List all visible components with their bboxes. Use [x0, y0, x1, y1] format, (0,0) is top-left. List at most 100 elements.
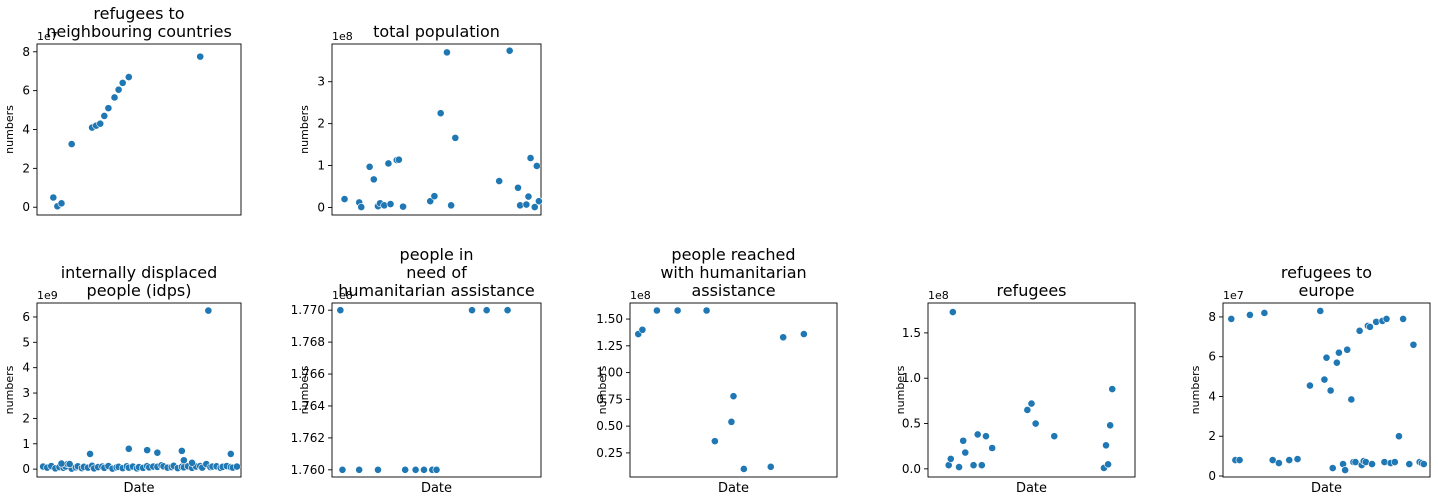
plot-frame [331, 302, 542, 478]
chart-title-line: neighbouring countries [46, 22, 232, 41]
data-point [374, 465, 382, 474]
data-point [955, 463, 963, 471]
data-point [1027, 399, 1036, 408]
data-point [1260, 309, 1269, 317]
chart-title-line: people reached [671, 245, 795, 264]
data-point [384, 159, 393, 168]
data-point [65, 460, 74, 468]
data-point [961, 448, 970, 457]
data-point [1108, 385, 1117, 393]
data-point [196, 52, 205, 61]
data-point [799, 330, 808, 338]
data-point [1320, 375, 1329, 384]
data-point [1343, 345, 1352, 354]
chart-title-line: people (idps) [87, 281, 192, 300]
data-point [503, 306, 512, 315]
axis-offset-label: 1e8 [332, 289, 353, 302]
y-axis-label: numbers [1189, 365, 1202, 414]
y-tick-label: 1 [22, 437, 30, 451]
y-tick-label: 8 [1208, 310, 1216, 324]
data-point [1031, 419, 1040, 428]
data-point [973, 430, 982, 439]
data-point [357, 203, 366, 211]
data-point [124, 444, 133, 453]
y-axis-label: numbers [3, 105, 16, 154]
y-tick-label: 2 [317, 117, 325, 131]
data-point [420, 465, 428, 474]
data-point [67, 140, 76, 148]
data-point [988, 444, 997, 452]
data-point [1235, 456, 1244, 464]
y-tick-label: 0 [317, 200, 325, 214]
data-point [143, 446, 152, 455]
data-point [673, 306, 682, 315]
data-point [188, 458, 196, 467]
data-point [959, 436, 968, 445]
chart-title-line: europe [1299, 281, 1355, 300]
data-point [526, 154, 535, 162]
data-point [535, 197, 543, 206]
axis-offset-label: 1e8 [928, 289, 949, 302]
data-point [114, 85, 123, 94]
data-point [1332, 358, 1341, 367]
data-point [1395, 432, 1403, 441]
y-tick-label: 0.75 [596, 392, 623, 406]
x-axis-label: Date [123, 481, 154, 496]
data-point [1050, 432, 1059, 441]
chart-title-line: refugees to [1281, 263, 1372, 282]
y-tick-label: 0.50 [596, 419, 623, 433]
data-point [365, 162, 374, 171]
data-point [522, 200, 531, 209]
data-point [468, 306, 476, 315]
data-point [1102, 441, 1110, 450]
chart-title-line: refugees [996, 281, 1066, 300]
data-point [386, 200, 395, 209]
y-tick-label: 6 [22, 84, 30, 98]
y-tick-label: 0.0 [902, 462, 921, 476]
data-point [104, 104, 113, 113]
y-tick-label: 0.5 [902, 417, 921, 431]
data-point [340, 195, 349, 203]
data-point [1023, 406, 1032, 414]
data-point [1104, 460, 1112, 469]
y-tick-label: 2 [22, 411, 30, 425]
axis-offset-label: 1e8 [332, 30, 353, 43]
data-point [977, 461, 986, 470]
data-point [702, 306, 711, 315]
y-axis-label: numbers [596, 365, 609, 414]
data-point [177, 446, 186, 455]
y-tick-label: 1.50 [596, 312, 623, 326]
data-point [336, 306, 345, 315]
data-point [766, 462, 775, 471]
data-point [49, 193, 58, 202]
data-point [432, 465, 441, 474]
data-point [100, 111, 109, 120]
data-point [495, 177, 504, 185]
y-tick-label: 1.0 [902, 371, 921, 385]
data-point [946, 454, 955, 463]
plot-frame [927, 302, 1136, 478]
data-point [1268, 456, 1277, 464]
plot-frame [629, 302, 838, 478]
data-point [1368, 460, 1376, 468]
chart-title-line: need of [406, 263, 467, 282]
scatter-panel-1: total population 1e8 0 1 2 3 numbers [298, 22, 543, 216]
data-point [226, 450, 235, 458]
data-point [1382, 315, 1391, 323]
y-tick-label: 1.764 [291, 399, 325, 413]
axis-offset-label: 1e9 [37, 289, 58, 302]
data-point [1405, 460, 1414, 468]
data-point [1293, 455, 1302, 464]
data-point [57, 459, 66, 468]
data-point [1351, 458, 1360, 466]
data-point [982, 432, 990, 441]
y-tick-label: 1.25 [596, 339, 623, 353]
data-point [524, 192, 533, 201]
y-tick-label: 5 [22, 335, 30, 349]
x-axis-label: Date [421, 481, 452, 496]
y-tick-label: 1.766 [291, 367, 325, 381]
x-axis-label: Date [1311, 481, 1342, 496]
data-point [1326, 386, 1335, 395]
scatter-panel-5: refugees 1e8 0.0 0.5 1.0 1.5 numbers Date [894, 281, 1136, 496]
data-point [1335, 348, 1343, 357]
